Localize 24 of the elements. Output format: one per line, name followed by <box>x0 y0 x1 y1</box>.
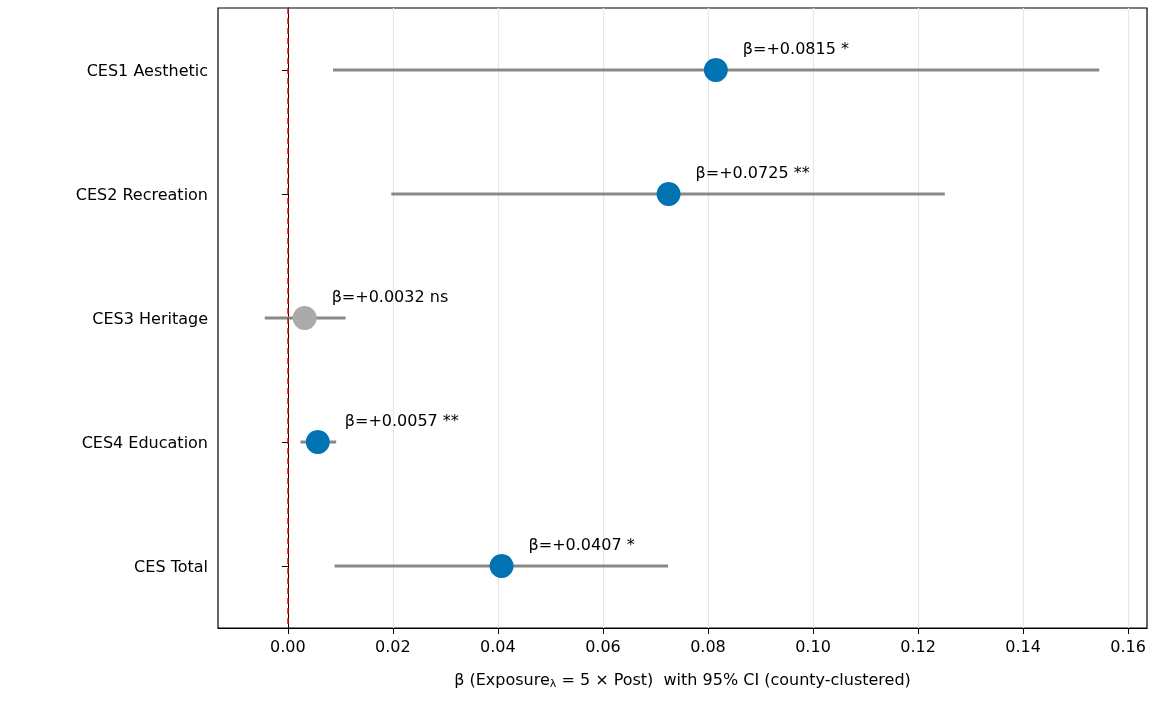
point <box>489 554 514 578</box>
x-tick-label: 0.04 <box>480 636 516 656</box>
data-label: β=+0.0815 * <box>742 38 849 58</box>
x-tick-label: 0.16 <box>1110 636 1146 656</box>
point <box>305 430 330 454</box>
x-tick-label: 0.14 <box>1005 636 1041 656</box>
x-tick-label: 0.10 <box>795 636 831 656</box>
data-label: β=+0.0725 ** <box>695 162 810 182</box>
x-tick-label: 0.06 <box>585 636 621 656</box>
y-tick-label: CES1 Aesthetic <box>86 60 208 80</box>
point <box>703 58 728 82</box>
data-label: β=+0.0032 ns <box>331 286 449 306</box>
y-tick-label: CES4 Education <box>81 432 208 452</box>
point <box>656 182 681 206</box>
x-tick-label: 0.08 <box>690 636 726 656</box>
data-label: β=+0.0057 ** <box>344 410 459 430</box>
x-tick-label: 0.02 <box>375 636 411 656</box>
y-tick-label: CES2 Recreation <box>75 184 208 204</box>
x-tick-label: 0.12 <box>900 636 936 656</box>
x-tick-label: 0.00 <box>270 636 306 656</box>
y-tick-label: CES Total <box>134 556 208 576</box>
point <box>292 306 317 330</box>
data-label: β=+0.0407 * <box>528 534 635 554</box>
y-tick-label: CES3 Heritage <box>92 308 208 328</box>
